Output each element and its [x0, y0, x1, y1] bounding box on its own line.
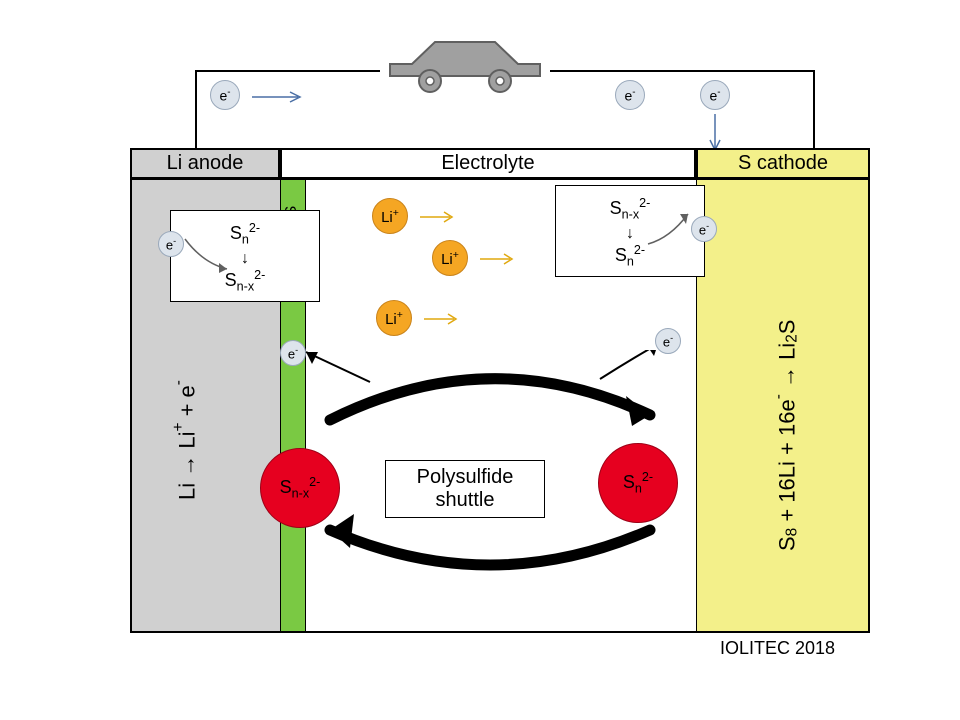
down-arrow-icon: ↓ [626, 225, 634, 242]
cathode-box-sn: Sn2- [615, 245, 645, 265]
li-ion-2: Li+ [432, 240, 468, 276]
electron-top-2: e- [615, 80, 645, 110]
li-arrow-1 [418, 210, 460, 224]
cathode-reaction-box: e- Sn-x2- ↓ Sn2- [555, 185, 705, 277]
cathode-header: S cathode [696, 148, 870, 179]
anode-reaction-label: Li → Li+ + e- [170, 330, 200, 550]
shuttle-label-box: Polysulfide shuttle [385, 460, 545, 518]
anode-box-snx: Sn-x2- [225, 270, 266, 290]
electron-top-1: e- [210, 80, 240, 110]
polysulfide-left: Sn-x2- [260, 448, 340, 528]
anode-reaction-box: e- Sn2- ↓ Sn-x2- [170, 210, 320, 302]
anode-header: Li anode [130, 148, 280, 179]
cathode-box-snx: Sn-x2- [610, 198, 651, 218]
li-ion-1: Li+ [372, 198, 408, 234]
down-arrow-icon: ↓ [241, 250, 249, 267]
polysulfide-right: Sn2- [598, 443, 678, 523]
credit-label: IOLITEC 2018 [720, 638, 835, 659]
li-arrow-3 [422, 312, 464, 326]
li-arrow-2 [478, 252, 520, 266]
electrolyte-header: Electrolyte [280, 148, 696, 179]
li-ion-3: Li+ [376, 300, 412, 336]
electron-top-3: e- [700, 80, 730, 110]
wire-arrow-left [250, 90, 310, 104]
cathode-reaction-label: S8 + 16Li + 16e- → Li2S [770, 270, 802, 600]
anode-box-sn: Sn2- [230, 223, 260, 243]
car-icon [380, 26, 550, 106]
